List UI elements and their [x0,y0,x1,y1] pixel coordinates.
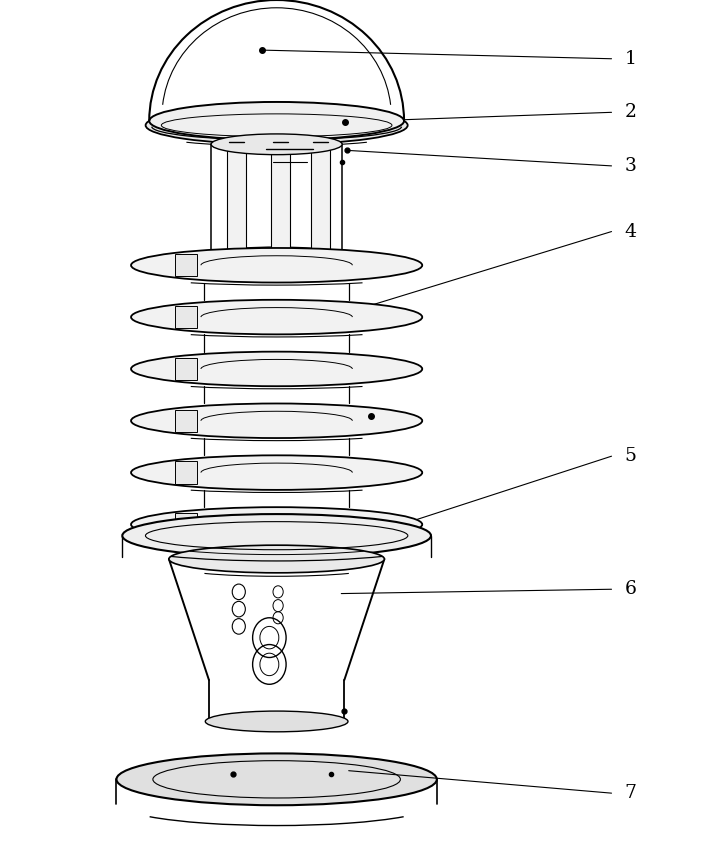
Ellipse shape [131,352,422,386]
Ellipse shape [131,455,422,490]
Text: 5: 5 [625,448,636,465]
Text: 4: 4 [625,223,636,240]
Text: 6: 6 [625,581,636,598]
Bar [175,461,197,484]
Ellipse shape [205,711,348,732]
Bar [175,358,197,380]
Bar [175,410,197,432]
Bar [271,144,290,261]
Ellipse shape [211,134,342,155]
Ellipse shape [189,247,364,275]
Text: 1: 1 [625,50,636,67]
Ellipse shape [131,507,422,542]
Ellipse shape [149,102,404,140]
Bar [175,306,197,328]
Ellipse shape [131,403,422,438]
Text: 7: 7 [625,785,636,802]
Ellipse shape [122,514,431,557]
Ellipse shape [131,248,422,283]
Bar [175,513,197,536]
Ellipse shape [146,106,408,144]
Ellipse shape [131,300,422,334]
Bar [311,144,330,261]
Bar [175,254,197,276]
Text: 3: 3 [625,157,636,175]
Ellipse shape [169,545,384,573]
Text: 2: 2 [625,104,636,121]
Bar [227,144,246,261]
Ellipse shape [116,753,437,805]
